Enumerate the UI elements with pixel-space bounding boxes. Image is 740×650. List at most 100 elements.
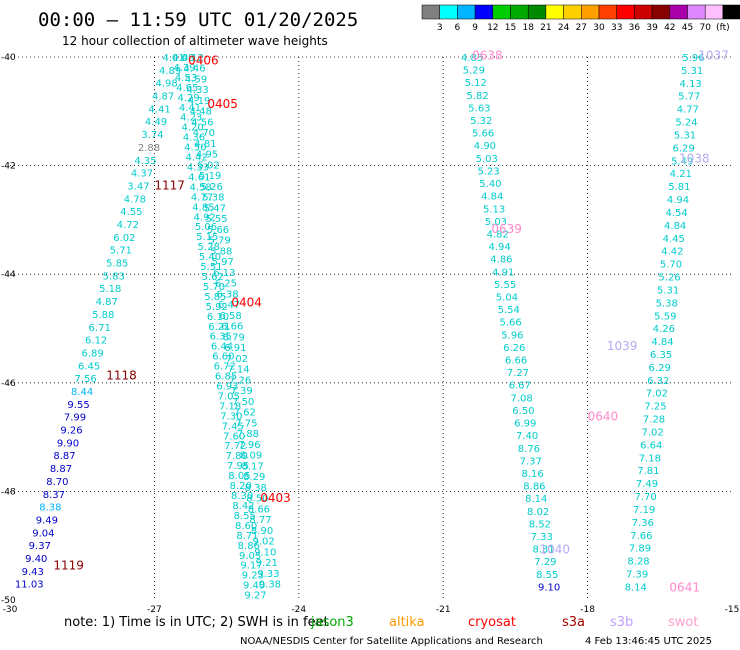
wave-height-point: 5.62 bbox=[202, 272, 224, 283]
wave-height-point: 5.54 bbox=[498, 305, 520, 316]
satellite-legend: jason3 altika cryosat s3a s3b swot bbox=[310, 615, 698, 630]
wave-height-point: 6.13 bbox=[213, 268, 235, 279]
wave-height-point: 6.25 bbox=[215, 279, 237, 290]
wave-height-point: 4.81 bbox=[194, 139, 216, 150]
wave-height-point: 9.10 bbox=[254, 547, 276, 558]
pass-label: 0639 bbox=[491, 222, 522, 236]
wave-height-point: 7.36 bbox=[632, 518, 654, 529]
wave-height-point: 4.85 bbox=[192, 202, 214, 213]
wave-height-point: 4.23 bbox=[180, 113, 202, 124]
colorbar-swatch bbox=[651, 4, 671, 20]
wave-height-point: 6.93 bbox=[216, 382, 238, 393]
wave-height-point: 5.19 bbox=[199, 171, 221, 182]
wave-height-point: 6.66 bbox=[505, 356, 527, 367]
pass-label: 0405 bbox=[207, 97, 238, 111]
colorbar-swatch bbox=[563, 4, 582, 20]
colorbar-label: 42 bbox=[664, 23, 675, 33]
wave-height-point: 5.18 bbox=[99, 284, 121, 295]
colorbar-label: 9 bbox=[472, 23, 478, 33]
wave-height-point: 6.21 bbox=[208, 322, 230, 333]
wave-height-point: 8.38 bbox=[39, 503, 61, 514]
wave-height-point: 9.37 bbox=[29, 541, 51, 552]
colorbar-label: 3 bbox=[437, 23, 443, 33]
wave-height-point: 7.60 bbox=[223, 431, 245, 442]
wave-height-point: 7.05 bbox=[218, 391, 240, 402]
wave-height-point: 8.44 bbox=[71, 387, 93, 398]
wave-height-point: 5.79 bbox=[208, 236, 230, 247]
chart-title: 00:00 – 11:59 UTC 01/20/2025 bbox=[38, 9, 358, 31]
wave-height-point: 5.71 bbox=[110, 246, 132, 257]
wave-height-point: 7.89 bbox=[629, 544, 651, 555]
wave-height-point: 7.39 bbox=[230, 386, 252, 397]
wave-height-point: 4.82 bbox=[487, 229, 509, 240]
wave-height-point: 4.61 bbox=[188, 172, 210, 183]
wave-height-point: 5.31 bbox=[657, 285, 679, 296]
wave-height-point: 5.49 bbox=[671, 156, 693, 167]
wave-height-point: 5.31 bbox=[674, 130, 696, 141]
wave-height-point: 4.85 bbox=[461, 53, 483, 64]
wave-height-point: 5.23 bbox=[477, 166, 499, 177]
wave-height-point: 8.55 bbox=[234, 511, 256, 522]
y-tick-label: -40 bbox=[1, 53, 16, 63]
wave-height-point: 8.86 bbox=[523, 482, 545, 493]
wave-height-point: 5.59 bbox=[654, 311, 676, 322]
wave-height-point: 4.65 bbox=[176, 83, 198, 94]
pass-label: 1037 bbox=[698, 48, 729, 62]
legend-item-s3a: s3a bbox=[562, 615, 585, 630]
wave-height-point: 4.56 bbox=[191, 117, 213, 128]
y-tick-label: -44 bbox=[1, 270, 16, 280]
wave-height-point: 4.87 bbox=[96, 297, 118, 308]
colorbar-swatch bbox=[457, 4, 476, 20]
wave-height-point: 7.19 bbox=[633, 505, 655, 516]
wave-height-point: 5.02 bbox=[197, 160, 219, 171]
wave-height-point: 5.85 bbox=[106, 259, 128, 270]
colorbar-label: 12 bbox=[487, 23, 498, 33]
wave-height-point: 8.55 bbox=[536, 570, 558, 581]
wave-height-point: 4.33 bbox=[186, 85, 208, 96]
wave-height-point: 9.90 bbox=[57, 438, 79, 449]
wave-height-point: 8.76 bbox=[518, 444, 540, 455]
wave-height-point: 4.48 bbox=[190, 107, 212, 118]
wave-height-point: 4.94 bbox=[667, 195, 689, 206]
colorbar-label: 33 bbox=[611, 23, 622, 33]
wave-height-point: 4.77 bbox=[191, 192, 213, 203]
wave-height-point: 5.82 bbox=[466, 91, 488, 102]
wave-height-point: 5.85 bbox=[204, 292, 226, 303]
colorbar-swatch bbox=[492, 4, 511, 20]
wave-height-point: 8.87 bbox=[53, 451, 75, 462]
footer-credit: NOAA/NESDIS Center for Satellite Applica… bbox=[240, 636, 543, 647]
wave-height-point: 8.70 bbox=[46, 477, 68, 488]
wave-height-point: 11.03 bbox=[15, 580, 44, 591]
wave-height-point: 4.72 bbox=[117, 220, 139, 231]
wave-height-point: 5.15 bbox=[196, 232, 218, 243]
colorbar-swatch bbox=[581, 4, 600, 20]
wave-height-point: 4.70 bbox=[193, 128, 215, 139]
pass-label: 1117 bbox=[154, 179, 185, 193]
colorbar-label: 18 bbox=[522, 23, 534, 33]
wave-height-point: 5.96 bbox=[682, 53, 704, 64]
wave-height-point: 6.02 bbox=[113, 233, 135, 244]
pass-label: 0406 bbox=[188, 54, 219, 68]
wave-height-point: 7.50 bbox=[232, 397, 254, 408]
wave-height-point: 5.03 bbox=[485, 217, 507, 228]
wave-height-point: 5.83 bbox=[103, 271, 125, 282]
wave-height-point: 8.37 bbox=[43, 490, 65, 501]
wave-height-point: 5.32 bbox=[470, 116, 492, 127]
colorbar-swatch bbox=[722, 4, 740, 20]
wave-height-point: 4.55 bbox=[120, 207, 142, 218]
wave-height-point: 4.77 bbox=[677, 105, 699, 116]
pass-label: 0641 bbox=[669, 580, 700, 594]
y-tick-label: -50 bbox=[1, 596, 16, 606]
wave-height-point: 4.50 bbox=[184, 143, 206, 154]
wave-height-point: 5.38 bbox=[656, 298, 678, 309]
wave-height-point: 4.41 bbox=[179, 103, 201, 114]
wave-height-point: 5.66 bbox=[472, 129, 494, 140]
wave-height-point: 5.96 bbox=[501, 330, 523, 341]
wave-height-point: 7.30 bbox=[220, 411, 242, 422]
wave-height-point: 7.99 bbox=[64, 413, 86, 424]
wave-height-point: 9.43 bbox=[22, 567, 44, 578]
wave-height-point: 2.88 bbox=[138, 143, 160, 154]
wave-height-point: 4.84 bbox=[664, 221, 686, 232]
y-tick-label: -42 bbox=[1, 162, 16, 172]
wave-height-point: 6.79 bbox=[223, 332, 245, 343]
